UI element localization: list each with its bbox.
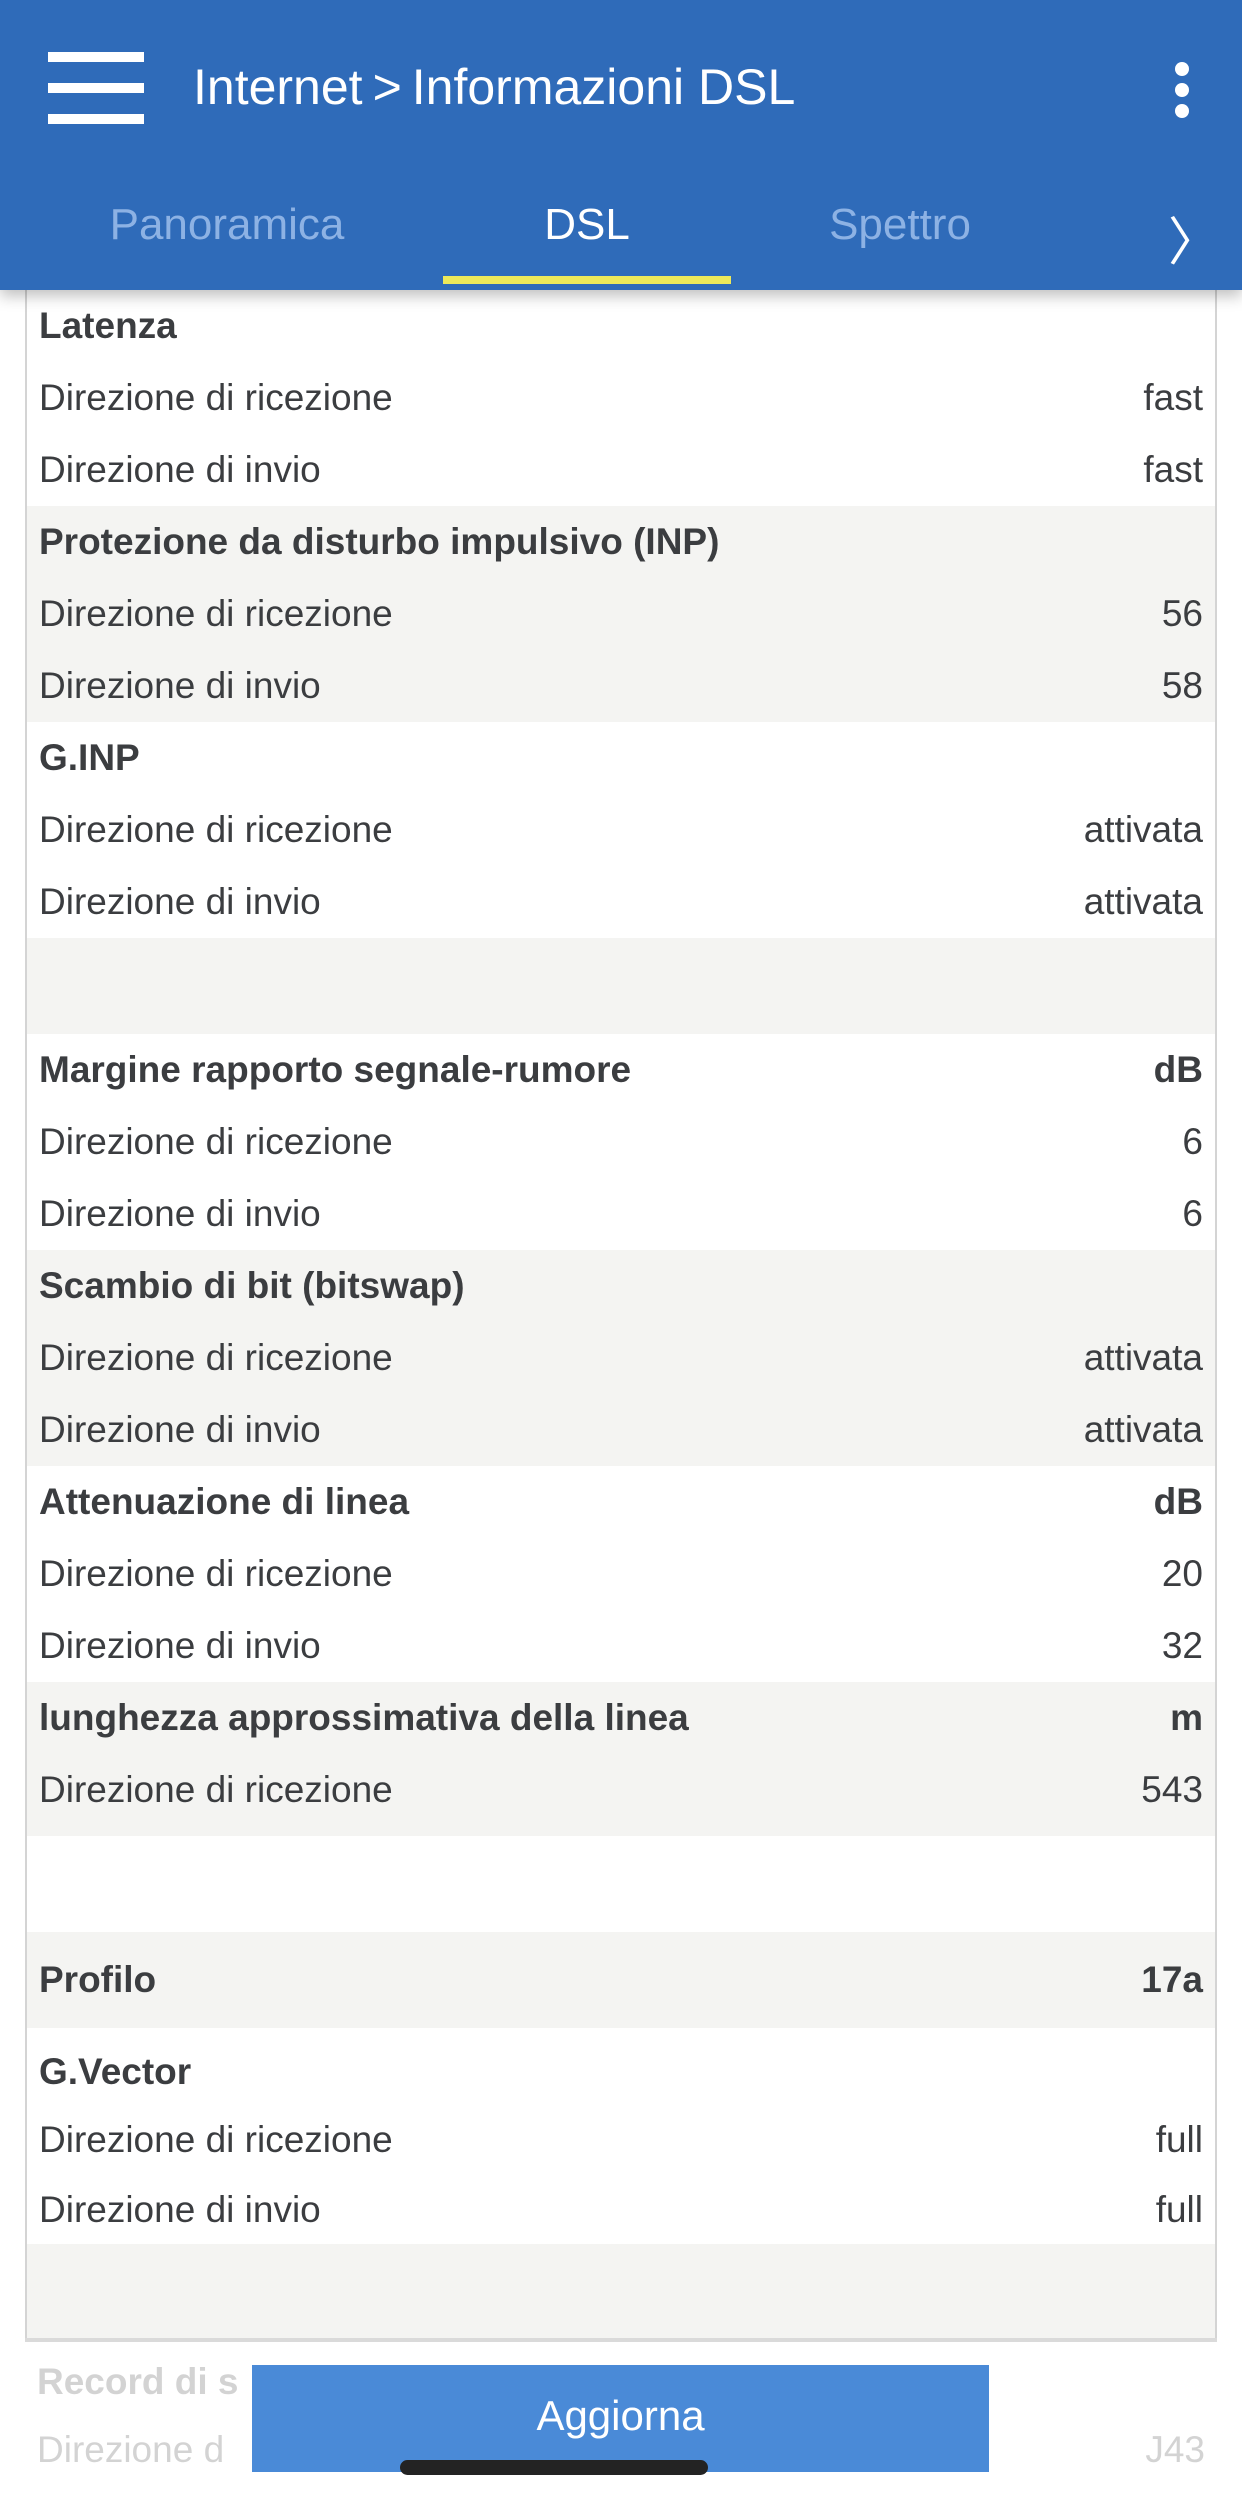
- tab-dsl[interactable]: DSL: [544, 200, 630, 249]
- section-bitswap: Scambio di bit (bitswap) Direzione di ri…: [27, 1250, 1215, 1466]
- section-title: Latenza: [39, 305, 177, 346]
- unit: m: [1170, 1697, 1203, 1738]
- more-options-icon[interactable]: [1172, 62, 1192, 118]
- row-label: Direzione di ricezione: [39, 1769, 393, 1810]
- breadcrumb: Internet > Informazioni DSL: [193, 58, 795, 116]
- row-value: 6: [1182, 1121, 1203, 1162]
- row-label: Direzione di invio: [39, 1409, 321, 1450]
- row-label: Direzione di ricezione: [39, 1553, 393, 1594]
- row-value: fast: [1143, 377, 1203, 418]
- breadcrumb-parent[interactable]: Internet: [193, 59, 363, 115]
- section-inp: Protezione da disturbo impulsivo (INP) D…: [27, 506, 1215, 722]
- row-label: Direzione di invio: [39, 665, 321, 706]
- section-spacer: [27, 938, 1215, 1034]
- app-header: Internet > Informazioni DSL Panoramica DSL…: [0, 0, 1242, 290]
- row-value: full: [1155, 2119, 1203, 2160]
- dsl-info-list: Latenza Direzione di ricezione fast Direz…: [25, 290, 1217, 2338]
- row-label: Direzione di invio: [39, 2189, 321, 2230]
- section-gvector: G.Vector Direzione di ricezione full Dire…: [27, 2028, 1215, 2244]
- row-label: Direzione di ricezione: [39, 2119, 393, 2160]
- row-value: fast: [1143, 449, 1203, 490]
- row-label: Direzione di invio: [39, 449, 321, 490]
- tab-panoramica[interactable]: Panoramica: [109, 200, 345, 249]
- row-label: Direzione di invio: [39, 1193, 321, 1234]
- row-value: 58: [1161, 665, 1203, 706]
- page-title: Informazioni DSL: [411, 59, 796, 115]
- row-value: attivata: [1083, 881, 1203, 922]
- row-value: full: [1155, 2189, 1203, 2230]
- row-label: Direzione di ricezione: [39, 377, 393, 418]
- section-line-length: lunghezza approssimativa della linea m Di…: [27, 1682, 1215, 1836]
- row-value: attivata: [1083, 1337, 1203, 1378]
- section-title: Profilo: [39, 1959, 157, 2000]
- section-latenza: Latenza Direzione di ricezione fast Direz…: [27, 290, 1215, 506]
- row-label: Direzione d: [37, 2429, 225, 2470]
- row-value: 543: [1141, 1769, 1203, 1810]
- section-spacer: [27, 1836, 1215, 1932]
- home-indicator[interactable]: [400, 2460, 708, 2475]
- row-label: Direzione di invio: [39, 1625, 321, 1666]
- section-snr: Margine rapporto segnale-rumore dB Direzi…: [27, 1034, 1215, 1250]
- row-value: attivata: [1083, 809, 1203, 850]
- row-value: 6: [1182, 1193, 1203, 1234]
- row-value: 20: [1161, 1553, 1203, 1594]
- row-value: 56: [1161, 593, 1203, 634]
- section-title: G.INP: [39, 737, 140, 778]
- row-value: attivata: [1083, 1409, 1203, 1450]
- chevron-right-icon[interactable]: 〉: [1168, 214, 1221, 272]
- row-label: Direzione di ricezione: [39, 1337, 393, 1378]
- section-spacer: [27, 2244, 1215, 2338]
- hamburger-menu-icon[interactable]: [48, 52, 144, 124]
- section-title: Scambio di bit (bitswap): [39, 1265, 465, 1306]
- section-attenuation: Attenuazione di linea dB Direzione di ric…: [27, 1466, 1215, 1682]
- section-title: Protezione da disturbo impulsivo (INP): [39, 521, 720, 562]
- section-title: G.Vector: [39, 2051, 192, 2092]
- section-record: Record di s Direzione d J43: [25, 2338, 1217, 2498]
- unit: dB: [1153, 1049, 1203, 1090]
- section-title: Margine rapporto segnale-rumore: [39, 1049, 632, 1090]
- row-label: Direzione di ricezione: [39, 1121, 393, 1162]
- section-ginp: G.INP Direzione di ricezione attivata Dir…: [27, 722, 1215, 938]
- section-title: Attenuazione di linea: [39, 1481, 410, 1522]
- row-value: J43: [1145, 2429, 1205, 2470]
- section-title: Record di s: [37, 2361, 239, 2402]
- section-title: lunghezza approssimativa della linea: [39, 1697, 689, 1738]
- tab-spettro[interactable]: Spettro: [829, 200, 971, 249]
- unit: dB: [1153, 1481, 1203, 1522]
- active-tab-indicator: [443, 276, 731, 284]
- row-label: Direzione di ricezione: [39, 809, 393, 850]
- refresh-button[interactable]: Aggiorna: [252, 2365, 989, 2472]
- row-value: 32: [1161, 1625, 1203, 1666]
- section-profile: Profilo 17a: [27, 1932, 1215, 2028]
- row-value: 17a: [1141, 1959, 1203, 2000]
- row-label: Direzione di ricezione: [39, 593, 393, 634]
- chevron-right-icon: >: [372, 59, 402, 115]
- row-label: Direzione di invio: [39, 881, 321, 922]
